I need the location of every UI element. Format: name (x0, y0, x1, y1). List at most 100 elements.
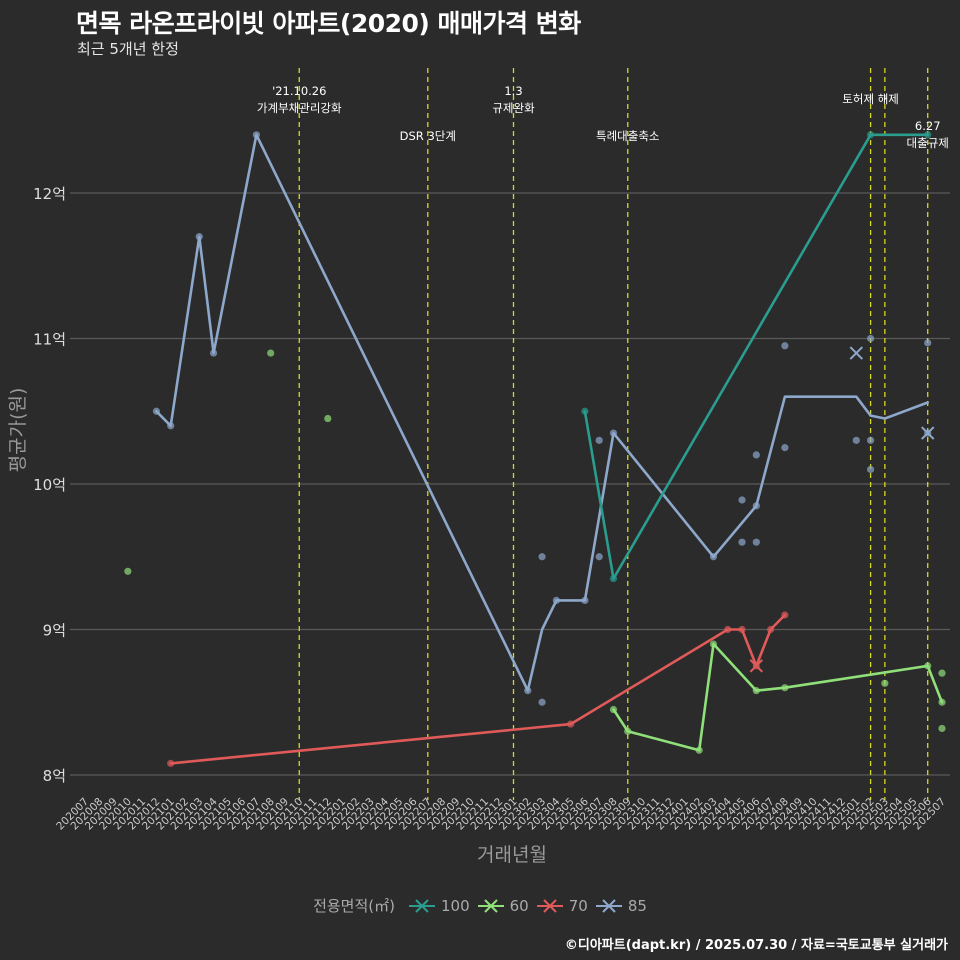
data-point-85 (609, 429, 618, 437)
data-point-85 (524, 687, 532, 695)
data-point-85 (852, 436, 860, 444)
data-point-70 (167, 759, 175, 767)
data-point-85 (781, 444, 789, 452)
axis-layer: 8억9억10억11억12억202007202008202009202010202… (33, 185, 948, 832)
event-annotation: 대출규제 (907, 136, 949, 150)
y-tick-label: 12억 (33, 185, 66, 203)
x-axis-label: 거래년월 (477, 844, 547, 866)
data-point-60 (938, 669, 946, 677)
data-point-85 (866, 436, 875, 444)
legend-key-70 (536, 898, 563, 913)
data-point-60 (938, 698, 946, 706)
data-point-60 (781, 684, 789, 692)
grid-layer (70, 192, 950, 776)
legend-key-85 (595, 898, 622, 913)
series-line-85 (155, 133, 929, 692)
event-annotation: DSR 3단계 (400, 129, 456, 143)
x-marker-70 (749, 659, 764, 673)
legend-key-100 (408, 898, 435, 913)
data-point-60 (752, 687, 760, 695)
data-point-60 (609, 705, 618, 714)
series-line-60 (612, 642, 944, 752)
series-layer (124, 131, 946, 767)
series-line-100 (583, 133, 929, 580)
x-marker-stroke (921, 426, 935, 440)
data-point-85 (752, 451, 760, 459)
data-point-100 (581, 407, 589, 415)
event-lines (298, 68, 929, 800)
data-point-60 (267, 349, 275, 357)
data-point-70 (567, 720, 575, 728)
data-point-70 (767, 625, 775, 634)
legend: 전용면적(㎡) 100 60 70 85 (0, 895, 960, 916)
data-point-85 (581, 596, 589, 605)
event-annotation: 가계부채관리강화 (257, 101, 342, 115)
data-point-60 (938, 724, 946, 733)
legend-key-stroke (483, 898, 498, 913)
chart-subtitle: 최근 5개년 한정 (77, 40, 179, 58)
data-point-85 (709, 553, 718, 561)
data-point-85 (924, 339, 932, 347)
data-point-70 (724, 625, 732, 634)
data-point-85 (781, 342, 789, 350)
data-point-60 (881, 679, 889, 687)
y-tick-label: 9억 (43, 622, 66, 640)
event-annotation: 6.27 (915, 119, 941, 133)
legend-item-70: 70 (536, 896, 588, 915)
y-tick-label: 10억 (33, 476, 66, 494)
x-marker-stroke (749, 659, 764, 673)
data-point-70 (781, 611, 789, 619)
data-point-60 (624, 727, 632, 735)
legend-key-stroke (602, 898, 616, 913)
legend-item-60: 60 (477, 896, 529, 915)
series-line-70 (169, 613, 787, 765)
data-point-85 (538, 553, 546, 561)
data-point-85 (866, 465, 875, 474)
data-point-85 (167, 422, 175, 430)
legend-title: 전용면적(㎡) (313, 897, 395, 915)
data-point-60 (324, 414, 332, 423)
event-annotation: 특례대출축소 (596, 129, 659, 143)
data-point-85 (738, 538, 746, 546)
data-point-60 (924, 662, 932, 670)
legend-key-stroke (543, 898, 557, 913)
data-point-85 (752, 502, 760, 510)
legend-item-100: 100 (408, 896, 470, 915)
data-point-85 (752, 538, 760, 546)
data-point-85 (552, 596, 560, 605)
data-point-85 (595, 436, 603, 444)
event-annotation: 규제완화 (492, 101, 535, 115)
x-marker-85 (849, 346, 864, 360)
legend-label: 85 (627, 896, 647, 915)
data-point-85 (738, 496, 746, 504)
data-point-100 (866, 131, 875, 139)
source-caption: ©디아파트(dapt.kr) / 2025.07.30 / 자료=국토교통부 실… (564, 938, 948, 953)
y-tick-label: 8억 (43, 767, 66, 785)
data-point-85 (866, 334, 875, 343)
legend-label: 70 (568, 896, 588, 915)
data-point-70 (738, 625, 746, 634)
data-point-60 (695, 746, 703, 754)
legend-key-stroke (415, 898, 429, 913)
legend-key-60 (477, 898, 504, 913)
chart-title: 면목 라온프라이빗 아파트(2020) 매매가격 변화 (76, 9, 581, 38)
legend-label: 100 (440, 896, 470, 915)
data-point-85 (252, 131, 260, 139)
legend-label: 60 (509, 896, 529, 915)
data-point-85 (195, 233, 203, 241)
legend-item-85: 85 (595, 896, 647, 915)
data-point-60 (709, 640, 718, 648)
data-point-100 (924, 131, 932, 139)
event-annotation: 토허제 해제 (842, 92, 899, 106)
data-point-85 (538, 698, 546, 706)
data-point-100 (609, 574, 618, 583)
x-marker-85 (921, 426, 935, 440)
data-point-85 (152, 407, 161, 415)
event-annotation: 1.3 (504, 84, 522, 98)
y-axis-label: 평균가(원) (7, 388, 29, 473)
x-marker-stroke (849, 346, 864, 360)
data-point-60 (124, 567, 132, 575)
event-annotation: '21.10.26 (272, 84, 326, 98)
y-tick-label: 11억 (33, 331, 66, 349)
